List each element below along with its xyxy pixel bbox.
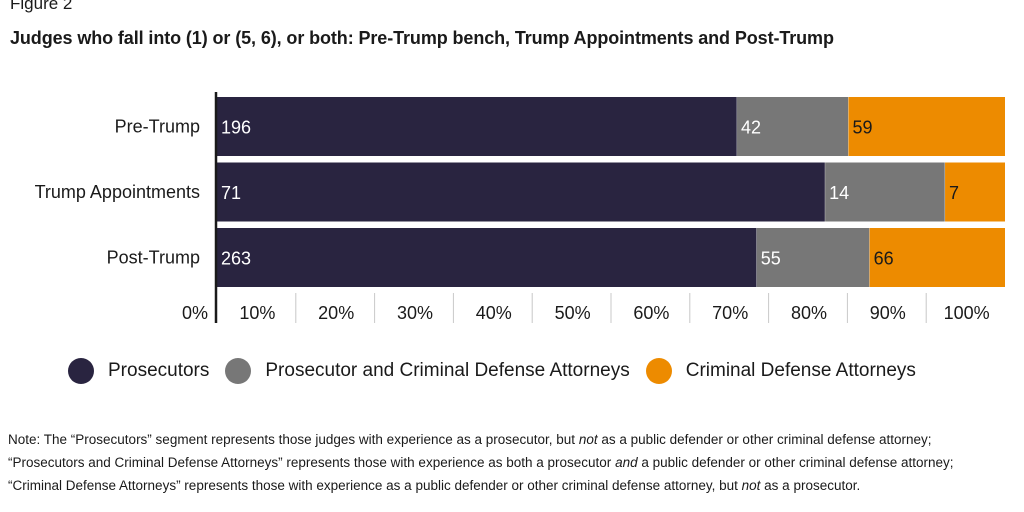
bar-segment	[848, 97, 1005, 156]
note-emphasis: not	[578, 432, 598, 447]
data-label: 59	[852, 118, 872, 138]
chart-note: Note: The “Prosecutors” segment represen…	[8, 428, 1008, 497]
bar-segment	[737, 97, 849, 156]
bar-segment	[869, 228, 1005, 287]
x-tick-label: 90%	[870, 303, 906, 323]
data-label: 55	[761, 249, 781, 269]
legend-label-defense: Criminal Defense Attorneys	[685, 360, 916, 381]
data-label: 66	[874, 249, 894, 269]
x-tick-label: 50%	[555, 303, 591, 323]
bar-segment	[945, 162, 1005, 222]
x-tick-label: 0%	[182, 303, 208, 323]
legend-item-prosecutors: Prosecutors	[68, 358, 209, 384]
x-tick-label: 40%	[476, 303, 512, 323]
bar-segment	[217, 97, 738, 156]
legend-label-both: Prosecutor and Criminal Defense Attorney…	[265, 360, 630, 381]
x-tick-label: 10%	[239, 303, 275, 323]
data-label: 42	[741, 118, 761, 138]
note-emphasis: not	[741, 478, 761, 493]
x-tick-label: 70%	[712, 303, 748, 323]
legend-swatch-defense	[645, 358, 672, 384]
x-tick-label: 30%	[397, 303, 433, 323]
category-label: Post-Trump	[107, 248, 200, 268]
x-tick-label: 100%	[944, 303, 990, 323]
data-label: 7	[949, 183, 959, 203]
note-emphasis: and	[615, 455, 638, 470]
legend-swatch-both	[225, 358, 252, 384]
data-label: 196	[221, 118, 251, 138]
category-label: Trump Appointments	[35, 182, 200, 202]
legend-swatch-prosecutors	[68, 358, 94, 384]
note-text: Note: The “Prosecutors” segment represen…	[8, 432, 579, 447]
data-label: 71	[221, 183, 241, 203]
x-tick-label: 80%	[791, 303, 827, 323]
bar-segment	[756, 228, 870, 287]
x-tick-label: 60%	[633, 303, 669, 323]
data-label: 14	[829, 183, 849, 203]
x-tick-label: 20%	[318, 303, 354, 323]
note-text: as a public defender or other criminal d…	[8, 432, 932, 470]
note-text: a public defender or other criminal defe…	[8, 455, 954, 493]
note-text: as a prosecutor.	[760, 478, 861, 493]
legend-item-defense: Criminal Defense Attorneys	[645, 358, 916, 384]
category-label: Pre-Trump	[115, 117, 200, 137]
legend-label-prosecutors: Prosecutors	[108, 360, 210, 381]
bar-segment	[217, 228, 757, 287]
data-label: 263	[221, 249, 251, 269]
bar-segment	[217, 162, 826, 222]
legend: Prosecutors Prosecutor and Criminal Defe…	[68, 358, 932, 384]
stacked-bar-chart: 196 42 59 Pre-Trump 71 14 7 Trump Appointments 2…	[35, 92, 1005, 323]
legend-item-both: Prosecutor and Criminal Defense Attorney…	[225, 358, 630, 384]
figure-label: Figure 2	[10, 0, 73, 13]
chart-title: Judges who fall into (1) or (5, 6), or b…	[10, 28, 834, 48]
bar-segment	[825, 162, 946, 222]
